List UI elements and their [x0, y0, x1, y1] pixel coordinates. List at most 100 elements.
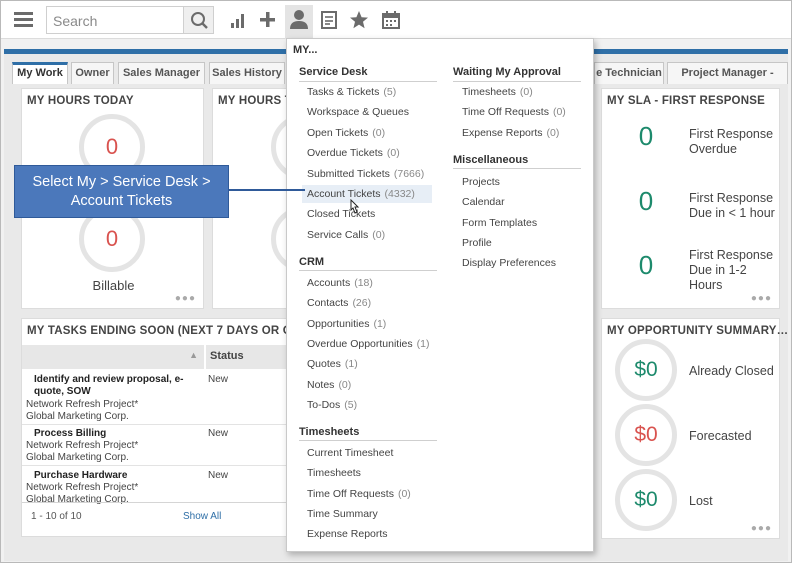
table-header-status[interactable]: Status: [206, 345, 293, 369]
task-project: Network Refresh Project*: [26, 440, 139, 451]
menu-item-overdue-opportunities[interactable]: Overdue Opportunities (1): [307, 338, 430, 350]
card-options-icon[interactable]: ●●●: [750, 293, 772, 304]
top-toolbar: Search: [1, 1, 791, 39]
star-icon[interactable]: [348, 9, 370, 31]
plus-icon[interactable]: [257, 9, 279, 31]
pagination-range: 1 - 10 of 10: [31, 511, 82, 522]
sla-value: 0: [638, 121, 654, 151]
search-input[interactable]: Search: [53, 13, 98, 29]
task-title[interactable]: Purchase Hardware: [34, 470, 128, 481]
tab-project-manager[interactable]: Project Manager - Projec: [667, 62, 788, 84]
menu-item-current-timesheet[interactable]: Current Timesheet: [307, 447, 393, 459]
sla-label[interactable]: First Response Due in < 1 hour: [689, 191, 775, 220]
menu-item-expense-reports[interactable]: Expense Reports (0): [462, 127, 559, 139]
opportunity-value: $0: [634, 488, 658, 511]
card-title: MY TASKS ENDING SOON (NEXT 7 DAYS OR OVE: [27, 325, 308, 337]
menu-item-time-off-requests[interactable]: Time Off Requests (0): [462, 106, 566, 118]
menu-item-service-calls[interactable]: Service Calls (0): [307, 229, 385, 241]
tab-owner[interactable]: Owner: [71, 62, 114, 84]
task-status: New: [208, 428, 229, 439]
menu-item-count: (5): [344, 398, 358, 411]
menu-item-contacts[interactable]: Contacts (26): [307, 297, 371, 309]
bar-chart-icon[interactable]: [228, 9, 250, 31]
row-divider: [22, 424, 293, 425]
menu-item-submitted-tickets[interactable]: Submitted Tickets (7666): [307, 168, 424, 180]
menu-item-to-dos[interactable]: To-Dos (5): [307, 399, 357, 411]
section-divider: [453, 81, 581, 82]
table-footer-divider: [22, 502, 293, 503]
card-title: MY OPPORTUNITY SUMMARY…: [607, 325, 789, 337]
menu-item-notes[interactable]: Notes (0): [307, 379, 351, 391]
menu-item-count: (0): [372, 126, 386, 139]
sla-value: 0: [638, 250, 654, 280]
lost-ring: $0: [615, 469, 677, 531]
menu-item-time-off-requests[interactable]: Time Off Requests (0): [307, 488, 411, 500]
menu-section-waiting-approval: Waiting My Approval: [453, 66, 561, 78]
task-project: Network Refresh Project*: [26, 399, 139, 410]
menu-item-accounts[interactable]: Accounts (18): [307, 277, 373, 289]
card-title: MY SLA - FIRST RESPONSE: [607, 95, 765, 107]
task-title[interactable]: Process Billing: [34, 428, 107, 439]
opportunity-value: $0: [634, 358, 658, 381]
calendar-icon[interactable]: [380, 9, 402, 31]
billable-label: Billable: [92, 278, 135, 293]
my-dropdown-menu: MY... Service Desk Tasks & Tickets (5) Wor…: [286, 38, 594, 552]
tab-technician[interactable]: e Technician: [594, 62, 664, 84]
card-options-icon[interactable]: ●●●: [750, 523, 772, 534]
tab-my-work[interactable]: My Work: [12, 62, 68, 84]
menu-item-tasks-tickets[interactable]: Tasks & Tickets (5): [307, 86, 396, 98]
menu-item-quotes[interactable]: Quotes (1): [307, 358, 358, 370]
sla-value: 0: [638, 186, 654, 216]
opportunity-label[interactable]: Already Closed: [689, 364, 774, 378]
opportunity-label[interactable]: Forecasted: [689, 429, 752, 443]
sla-label[interactable]: First Response Due in 1-2 Hours: [689, 248, 774, 292]
menu-item-open-tickets[interactable]: Open Tickets (0): [307, 127, 385, 139]
menu-item-projects[interactable]: Projects: [462, 176, 500, 188]
menu-section-timesheets: Timesheets: [299, 426, 360, 438]
menu-item-label: Profile: [462, 236, 492, 249]
sort-icon[interactable]: ▲: [189, 350, 198, 360]
menu-item-calendar[interactable]: Calendar: [462, 196, 505, 208]
menu-item-closed-tickets[interactable]: Closed Tickets: [307, 208, 375, 220]
menu-item-form-templates[interactable]: Form Templates: [462, 217, 537, 229]
card-options-icon[interactable]: ●●●: [174, 293, 196, 304]
menu-item-timesheets[interactable]: Timesheets: [307, 467, 361, 479]
menu-item-display-preferences[interactable]: Display Preferences: [462, 257, 556, 269]
already-closed-ring: $0: [615, 339, 677, 401]
menu-item-count: (5): [383, 86, 397, 98]
menu-item-label: Projects: [462, 176, 500, 188]
task-project: Network Refresh Project*: [26, 482, 139, 493]
menu-item-label: Notes: [307, 378, 335, 391]
menu-item-label: Account Tickets: [307, 188, 381, 200]
callout-pointer: [229, 189, 305, 191]
menu-item-overdue-tickets[interactable]: Overdue Tickets (0): [307, 147, 400, 159]
tab-sales-history[interactable]: Sales History: [209, 62, 285, 84]
menu-header: MY...: [293, 44, 318, 56]
menu-item-workspace-queues[interactable]: Workspace & Queues: [307, 106, 409, 118]
menu-item-count: (0): [397, 487, 411, 500]
menu-item-time-summary[interactable]: Time Summary: [307, 508, 378, 520]
show-all-link[interactable]: Show All: [183, 511, 222, 522]
menu-item-label: Workspace & Queues: [307, 106, 409, 119]
menu-item-count: (4332): [384, 188, 415, 200]
menu-item-profile[interactable]: Profile: [462, 237, 492, 249]
search-box[interactable]: Search: [46, 6, 214, 34]
menu-item-count: (1): [416, 337, 430, 350]
opportunity-label[interactable]: Lost: [689, 494, 713, 508]
menu-item-timesheets[interactable]: Timesheets (0): [462, 86, 533, 98]
menu-item-label: Overdue Tickets: [307, 147, 383, 160]
tab-sales-manager[interactable]: Sales Manager: [118, 62, 205, 84]
task-title[interactable]: Identify and review proposal, e-quote, S…: [34, 374, 184, 397]
section-divider: [299, 81, 437, 82]
menu-item-opportunities[interactable]: Opportunities (1): [307, 318, 386, 330]
menu-item-expense-reports[interactable]: Expense Reports: [307, 528, 388, 540]
menu-item-count: (26): [352, 297, 372, 310]
menu-icon[interactable]: [14, 12, 33, 27]
menu-item-account-tickets[interactable]: Account Tickets (4332): [302, 185, 432, 203]
my-menu-button[interactable]: [285, 5, 313, 39]
sla-label[interactable]: First Response Overdue: [689, 127, 774, 156]
search-button[interactable]: [183, 7, 213, 33]
receipt-icon[interactable]: [318, 9, 340, 31]
menu-section-service-desk: Service Desk: [299, 66, 368, 78]
